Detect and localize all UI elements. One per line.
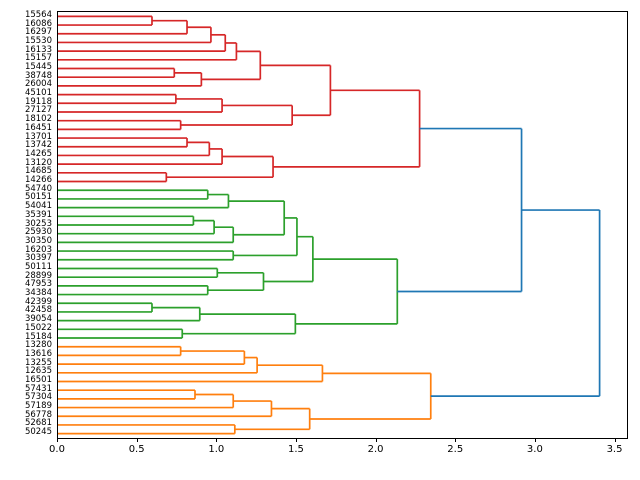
leaf-label: 30397 xyxy=(24,253,52,264)
leaf-label: 57304 xyxy=(24,392,52,403)
leaf-label: 30253 xyxy=(24,218,52,229)
leaf-label: 13120 xyxy=(24,157,52,168)
x-tick-mark xyxy=(375,438,377,442)
leaf-label: 13742 xyxy=(24,140,52,151)
x-tick-mark xyxy=(136,438,138,442)
x-tick-label: 1.0 xyxy=(208,444,225,455)
leaf-label: 16297 xyxy=(24,27,52,38)
dendrogram-links-svg xyxy=(58,15,601,435)
leaf-label: 16133 xyxy=(24,44,52,55)
leaf-label: 52681 xyxy=(24,418,52,429)
leaf-label: 42399 xyxy=(24,296,52,307)
leaf-label: 16086 xyxy=(24,18,52,29)
leaf-label: 14266 xyxy=(24,175,52,186)
leaf-label: 26004 xyxy=(24,79,52,90)
leaf-label: 57431 xyxy=(24,383,52,394)
leaf-label: 18102 xyxy=(24,114,52,125)
leaf-label: 15564 xyxy=(24,9,52,20)
leaf-label: 50111 xyxy=(24,261,52,272)
x-tick-label: 0.0 xyxy=(49,444,65,455)
leaf-label: 50245 xyxy=(24,427,52,438)
leaf-label: 15184 xyxy=(24,331,52,342)
leaf-label: 13701 xyxy=(24,131,52,142)
leaf-label: 13280 xyxy=(24,340,52,351)
x-tick-label: 0.5 xyxy=(128,444,145,455)
leaf-label: 16451 xyxy=(24,122,52,133)
leaf-label: 12635 xyxy=(24,366,52,377)
x-tick-mark xyxy=(295,438,297,442)
leaf-label: 38748 xyxy=(24,70,52,81)
x-axis: 0.0 0.5 1.0 1.5 2.0 2.5 3.0 3.5 xyxy=(49,438,627,468)
leaf-label: 34384 xyxy=(24,288,52,299)
leaf-label: 16203 xyxy=(24,244,52,255)
leaf-label: 14685 xyxy=(24,166,52,177)
x-tick-label: 3.0 xyxy=(526,444,543,455)
leaf-label: 28899 xyxy=(24,270,52,281)
leaf-label: 54740 xyxy=(24,183,52,194)
leaf-label: 50151 xyxy=(24,192,52,203)
leaf-label: 35391 xyxy=(24,209,52,220)
leaf-label: 30350 xyxy=(24,235,52,246)
x-tick-label: 2.5 xyxy=(447,444,464,455)
leaf-label: 39054 xyxy=(24,314,52,325)
leaf-label: 54041 xyxy=(24,201,52,212)
leaf-label: 15157 xyxy=(24,53,52,64)
leaf-label: 15022 xyxy=(24,322,52,333)
x-tick-mark xyxy=(216,438,218,442)
leaf-label: 13616 xyxy=(24,348,52,359)
x-tick-label: 2.0 xyxy=(367,444,384,455)
leaf-label: 27127 xyxy=(24,105,52,116)
leaf-label: 15445 xyxy=(24,62,52,72)
leaf-label: 19118 xyxy=(24,96,52,107)
x-tick-label: 1.5 xyxy=(287,444,304,455)
x-tick-mark xyxy=(614,438,616,442)
leaf-label: 14265 xyxy=(24,148,52,159)
leaf-label: 56778 xyxy=(24,409,52,420)
x-tick-mark xyxy=(534,438,536,442)
leaf-label: 13255 xyxy=(24,357,52,368)
leaf-label: 25930 xyxy=(24,227,52,238)
leaf-label: 16501 xyxy=(24,374,52,385)
x-tick-label: 3.5 xyxy=(606,444,623,455)
leaf-label: 57189 xyxy=(24,401,52,412)
leaf-label: 42458 xyxy=(24,305,52,316)
leaf-label: 47953 xyxy=(24,279,52,290)
x-tick-mark xyxy=(455,438,457,442)
x-tick-mark xyxy=(57,438,58,442)
plot-area xyxy=(57,11,628,439)
leaf-label: 15530 xyxy=(24,35,52,46)
y-axis-leaf-labels: 15564 16086 16297 15530 16133 15157 15445 38748… xyxy=(0,9,55,438)
leaf-label: 45101 xyxy=(24,88,52,99)
